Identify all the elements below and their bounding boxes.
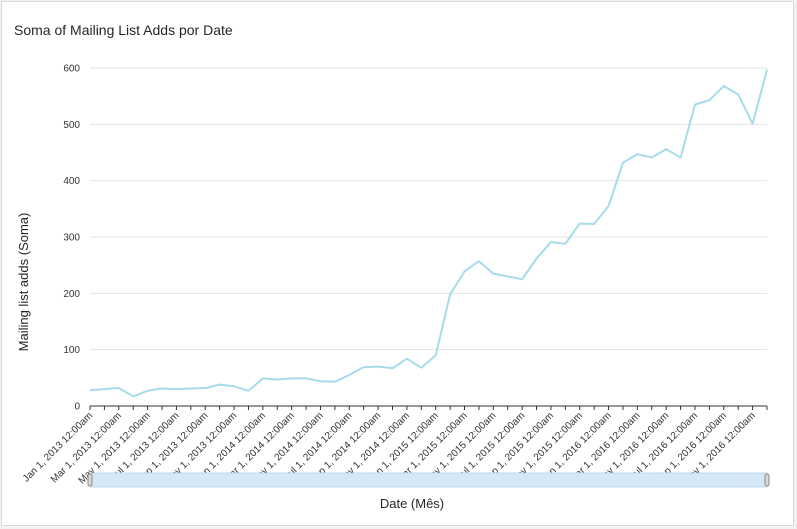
range-slider[interactable]	[88, 473, 769, 487]
range-slider-track[interactable]	[90, 473, 767, 487]
y-tick-label: 0	[74, 402, 80, 413]
range-slider-right-handle[interactable]	[765, 474, 769, 486]
y-tick-label: 400	[63, 176, 80, 187]
y-tick-label: 300	[63, 233, 80, 244]
series-line	[90, 70, 767, 397]
x-axis-title: Date (Mês)	[380, 496, 444, 511]
y-tick-label: 600	[63, 64, 80, 75]
y-axis-title: Mailing list adds (Soma)	[16, 213, 31, 352]
y-tick-label: 200	[63, 289, 80, 300]
gridlines	[90, 68, 767, 350]
y-tick-label: 500	[63, 120, 80, 131]
y-axis-ticks: 0 100 200 300 400 500 600	[63, 64, 80, 413]
y-tick-label: 100	[63, 345, 80, 356]
range-slider-left-handle[interactable]	[88, 474, 92, 486]
